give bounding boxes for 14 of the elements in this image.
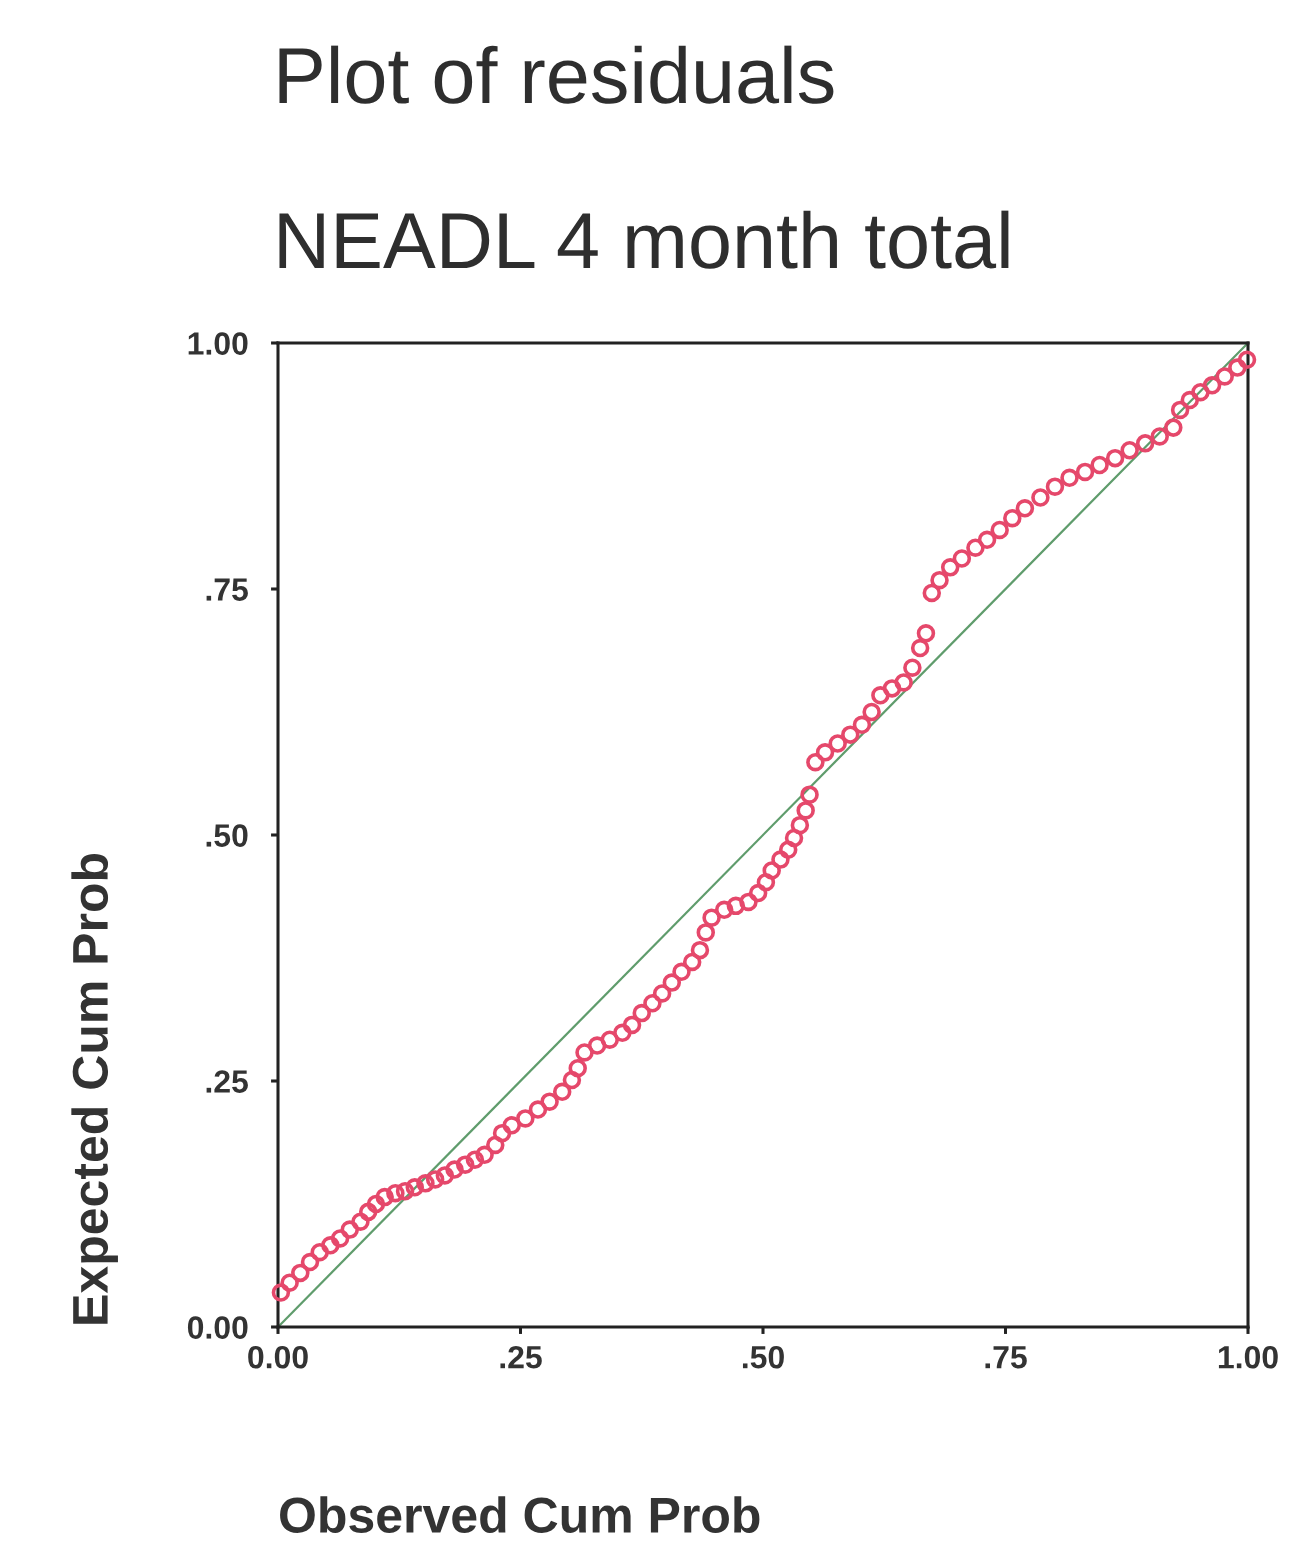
- x-tick-label: .25: [500, 1345, 542, 1369]
- chart-title: Plot of residuals: [279, 45, 834, 104]
- y-tick-label: 1.00: [188, 332, 248, 355]
- x-tick-label: .75: [985, 1346, 1027, 1369]
- y-tick-label: .25: [206, 1070, 248, 1093]
- y-tick-label: 0.00: [187, 1316, 248, 1339]
- x-tick-label: .50: [742, 1345, 784, 1369]
- x-tick-label: 0.00: [248, 1345, 308, 1369]
- y-axis-title: Expected Cum Prob: [71, 853, 118, 1324]
- y-tick-label: .75: [206, 578, 248, 601]
- y-tick-label: .50: [206, 824, 248, 847]
- x-axis-title: Observed Cum Prob: [280, 1496, 760, 1533]
- x-tick-label: 1.00: [1218, 1345, 1278, 1369]
- chart-subtitle: NEADL 4 month total: [279, 210, 1009, 269]
